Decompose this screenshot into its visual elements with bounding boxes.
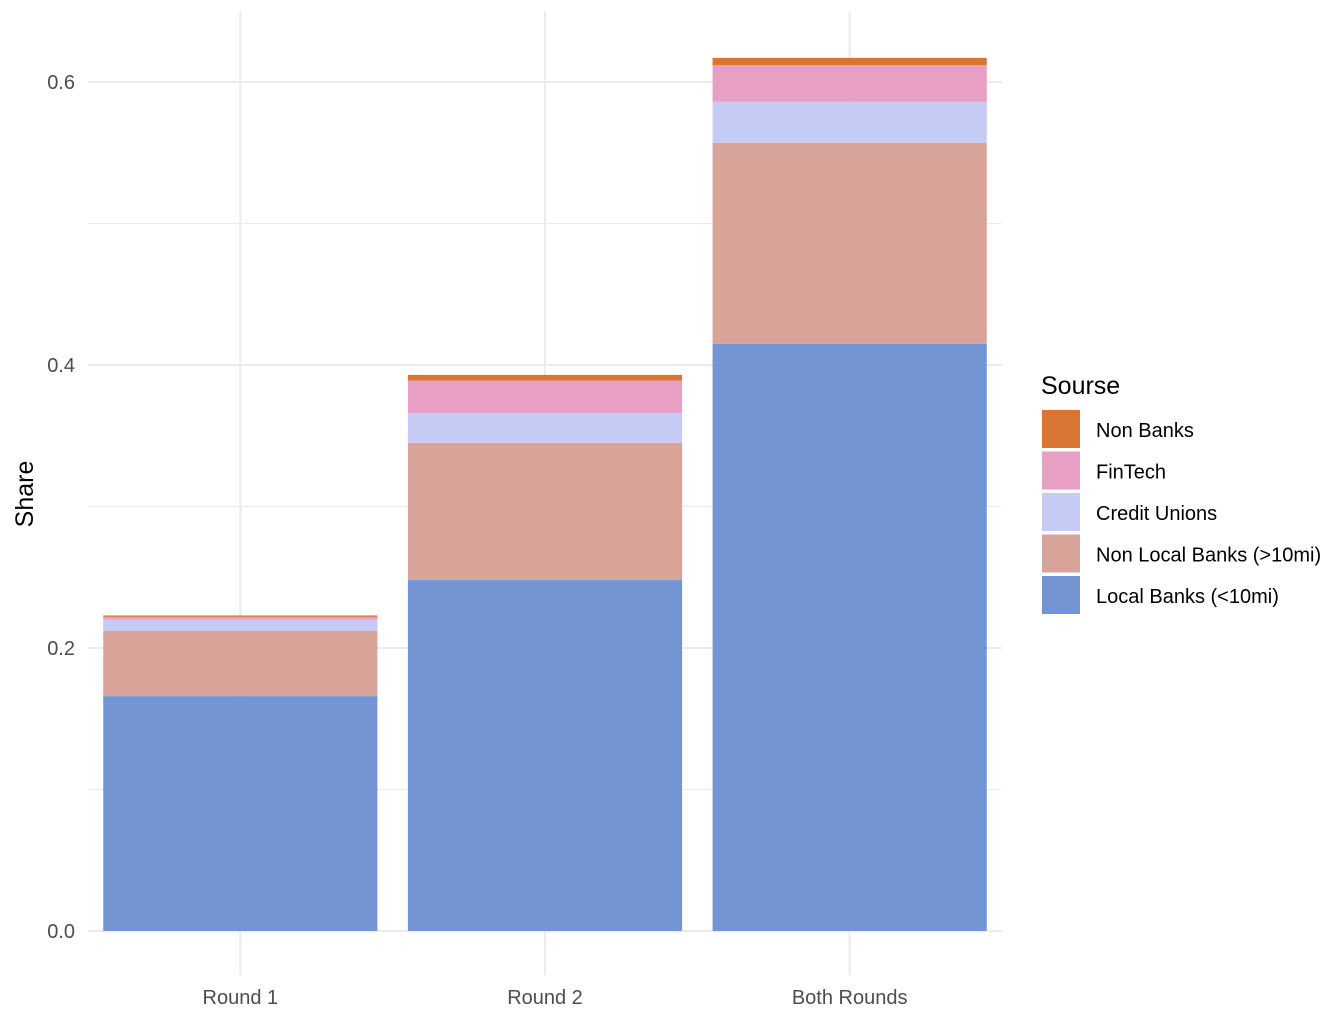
bar-segment [407, 374, 683, 381]
legend-label: Non Banks [1096, 420, 1194, 442]
legend-swatch [1042, 451, 1080, 490]
y-tick-label: 0.2 [47, 638, 75, 660]
legend-items: Non Banks FinTech Credit Unions Non Local B… [1042, 410, 1321, 614]
legend-title: Sourse [1041, 372, 1120, 400]
bar-segment [712, 65, 987, 102]
bar-segment [103, 631, 378, 697]
bar-segment [407, 442, 683, 581]
bar-segment [712, 142, 987, 344]
legend-label: Local Banks (<10mi) [1096, 586, 1279, 608]
bar-segment [407, 413, 683, 443]
y-axis-ticks: 0.0 0.2 0.4 0.6 [47, 72, 75, 943]
legend-swatch [1042, 576, 1080, 614]
x-tick-label: Round 2 [507, 987, 583, 1009]
bar-segment [103, 615, 378, 617]
legend-label: Credit Unions [1096, 503, 1217, 525]
legend-swatch [1042, 534, 1080, 573]
y-tick-label: 0.0 [47, 921, 75, 943]
y-tick-label: 0.6 [47, 72, 75, 94]
legend-label: Non Local Banks (>10mi) [1096, 545, 1321, 567]
bar-segment [103, 616, 378, 620]
bar-segment [712, 343, 987, 931]
bars [103, 57, 987, 931]
legend-swatch [1042, 493, 1080, 531]
bar-segment [407, 580, 683, 931]
x-tick-label: Both Rounds [792, 987, 908, 1009]
y-axis-title: Share [11, 461, 39, 528]
x-axis-ticks: Round 1 Round 2 Both Rounds [203, 987, 908, 1009]
x-tick-label: Round 1 [203, 987, 279, 1009]
bar-segment [712, 57, 987, 66]
bar-segment [712, 101, 987, 143]
y-tick-label: 0.4 [47, 355, 75, 377]
bar-segment [407, 380, 683, 414]
legend-label: FinTech [1096, 462, 1166, 484]
bar-segment [103, 696, 378, 931]
bar-segment [103, 619, 378, 632]
legend-swatch [1042, 410, 1080, 448]
